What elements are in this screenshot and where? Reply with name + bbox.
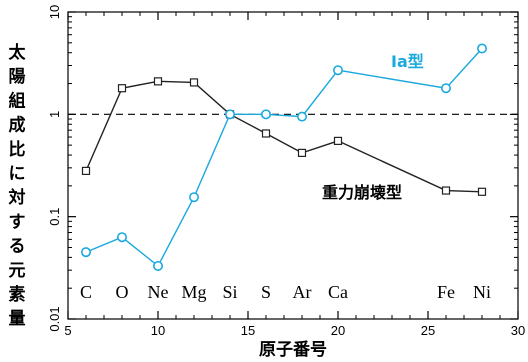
y-tick-label: 0.1 (47, 208, 62, 226)
data-point (297, 148, 307, 157)
y-axis-title-char: す (9, 212, 26, 232)
x-tick-label: 30 (511, 323, 525, 338)
series-1 (81, 43, 487, 271)
element-label: Mg (181, 282, 206, 302)
data-point (440, 83, 451, 94)
series-layer (81, 43, 487, 271)
x-tick-label: 10 (151, 323, 165, 338)
data-point (477, 187, 487, 196)
data-point (441, 186, 451, 195)
series-0 (81, 77, 487, 196)
x-tick-label: 5 (64, 323, 71, 338)
y-axis-title-char: 素 (9, 285, 26, 305)
element-label: C (80, 282, 92, 302)
element-label: Fe (437, 282, 455, 302)
data-point (189, 192, 200, 203)
y-axis-title-char: 太 (9, 42, 27, 63)
y-axis-title-char: 組 (9, 90, 26, 111)
y-axis-title-char: 比 (9, 139, 26, 160)
plot-frame (67, 11, 519, 320)
y-axis-title-char: 元 (9, 261, 26, 281)
data-point (153, 260, 164, 271)
element-label: O (116, 282, 129, 302)
data-point (189, 78, 199, 87)
data-point (333, 136, 343, 146)
element-labels: C O Ne Mg Si S Ar Ca Fe Ni (80, 282, 491, 302)
x-axis-title: 原子番号 (259, 340, 327, 360)
y-axis-title-char: 成 (9, 115, 26, 136)
x-tick-label: 25 (421, 323, 435, 338)
element-label: Ni (473, 282, 491, 302)
data-point (153, 77, 163, 86)
data-point (117, 232, 128, 243)
y-axis-title-char: 対 (8, 187, 26, 208)
x-axis-ticks: 5 10 15 20 25 30 (64, 12, 525, 338)
data-point (225, 109, 236, 120)
y-tick-label: 1 (47, 111, 62, 118)
y-tick-label: 0.01 (47, 306, 62, 331)
data-point (260, 109, 271, 120)
element-label: Ar (293, 282, 312, 302)
y-tick-label: 10 (47, 5, 62, 19)
x-tick-label: 20 (331, 323, 345, 338)
element-label: Ne (148, 282, 169, 302)
data-point (332, 65, 343, 76)
series-line (85, 80, 483, 193)
x-tick-label: 15 (241, 323, 255, 338)
data-point (117, 84, 127, 93)
data-point (81, 166, 91, 176)
y-axis-ticks: 0.01 0.1 1 10 (47, 5, 518, 332)
y-axis-title-char: る (9, 237, 26, 257)
y-axis-title-char: に (9, 164, 26, 184)
element-label: S (261, 282, 271, 302)
series-line (85, 48, 483, 268)
data-point (476, 43, 487, 54)
element-label: Ca (328, 282, 348, 302)
data-point (296, 111, 307, 122)
y-axis-title-char: 量 (9, 308, 26, 329)
data-point (261, 129, 271, 138)
series-label-collapse: 重力崩壊型 (322, 183, 402, 202)
element-label: Si (222, 282, 237, 302)
series-label-ia: Ia型 (391, 52, 424, 71)
y-axis-title-char: 陽 (9, 67, 26, 87)
data-point (81, 247, 92, 258)
